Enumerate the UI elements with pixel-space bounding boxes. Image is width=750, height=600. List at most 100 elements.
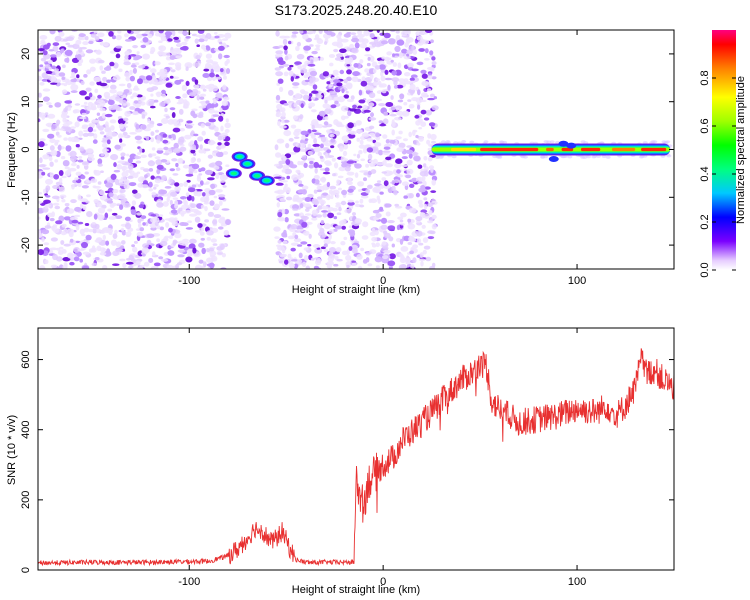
noise-speck xyxy=(82,251,90,255)
band-halo-speck xyxy=(438,155,444,159)
noise-speck xyxy=(422,39,430,45)
noise-speck xyxy=(75,39,82,45)
noise-speck xyxy=(372,68,377,74)
noise-speck xyxy=(375,213,382,218)
noise-speck xyxy=(172,173,179,176)
noise-speck xyxy=(152,233,161,237)
noise-speck xyxy=(58,170,64,176)
noise-speck xyxy=(340,105,349,112)
noise-speck xyxy=(297,189,306,194)
noise-speck xyxy=(52,202,60,206)
noise-speck xyxy=(126,82,132,89)
noise-speck xyxy=(172,30,176,37)
noise-speck xyxy=(127,163,134,170)
noise-speck xyxy=(158,214,164,218)
noise-speck xyxy=(304,79,310,83)
noise-speck xyxy=(88,248,94,253)
noise-speck xyxy=(49,217,55,222)
noise-speck xyxy=(97,163,103,167)
noise-speck xyxy=(117,133,124,139)
noise-speck xyxy=(189,92,197,97)
noise-speck xyxy=(119,143,127,147)
noise-speck xyxy=(428,75,433,80)
band-halo-speck xyxy=(642,141,648,145)
noise-speck xyxy=(199,144,203,150)
noise-speck xyxy=(197,30,205,34)
noise-speck xyxy=(369,231,376,237)
noise-speck xyxy=(408,103,415,109)
noise-speck xyxy=(390,59,394,63)
noise-speck xyxy=(380,224,388,230)
noise-speck xyxy=(357,30,363,35)
figure-title: S173.2025.248.20.40.E10 xyxy=(275,2,438,18)
noise-speck xyxy=(285,159,291,165)
noise-speck xyxy=(385,102,394,107)
noise-speck xyxy=(339,145,344,152)
noise-speck xyxy=(385,163,393,168)
noise-speck xyxy=(274,236,280,240)
band-halo-speck xyxy=(451,155,457,159)
noise-speck xyxy=(148,258,154,263)
noise-speck xyxy=(58,31,65,37)
noise-speck xyxy=(191,163,200,170)
noise-speck xyxy=(76,74,80,79)
noise-speck xyxy=(307,157,315,162)
noise-speck xyxy=(416,230,423,237)
noise-speck xyxy=(160,35,167,42)
noise-speck xyxy=(285,187,291,194)
noise-speck xyxy=(64,49,73,57)
noise-speck xyxy=(49,138,56,144)
noise-speck xyxy=(380,40,389,45)
noise-speck xyxy=(45,75,52,80)
noise-speck xyxy=(399,93,405,100)
noise-speck xyxy=(390,106,396,111)
noise-speck xyxy=(170,69,176,73)
noise-speck xyxy=(200,204,205,209)
noise-speck xyxy=(365,189,370,194)
noise-speck xyxy=(171,133,175,138)
noise-speck xyxy=(206,230,214,236)
noise-speck xyxy=(200,84,206,90)
noise-speck xyxy=(333,48,339,53)
noise-speck xyxy=(208,189,216,196)
noise-speck xyxy=(281,253,287,257)
noise-speck xyxy=(74,103,81,106)
noise-speck xyxy=(213,214,222,219)
spectrogram-x-ticks: -100 0 100 xyxy=(178,30,586,287)
noise-speck xyxy=(219,151,224,157)
noise-speck xyxy=(220,104,229,111)
noise-speck xyxy=(170,191,178,197)
band-halo-speck xyxy=(605,155,611,159)
noise-speck xyxy=(378,120,383,124)
noise-speck xyxy=(428,165,435,170)
spectrogram-x-label: Height of straight line (km) xyxy=(292,284,420,296)
noise-speck xyxy=(112,35,116,40)
noise-speck xyxy=(318,110,326,117)
noise-speck xyxy=(392,62,397,67)
band-halo-speck xyxy=(559,154,565,158)
noise-speck xyxy=(225,164,230,167)
noise-speck xyxy=(83,74,88,78)
noise-speck xyxy=(156,202,164,208)
noise-speck xyxy=(79,90,87,96)
noise-speck xyxy=(38,141,45,148)
noise-speck xyxy=(203,68,210,72)
noise-speck xyxy=(301,185,309,190)
noise-speck xyxy=(431,76,437,80)
noise-speck xyxy=(350,32,357,35)
snr-x-label: Height of straight line (km) xyxy=(292,584,420,596)
noise-speck xyxy=(119,188,126,193)
noise-speck xyxy=(344,166,351,172)
noise-speck xyxy=(154,178,162,184)
noise-speck xyxy=(183,181,188,187)
noise-speck xyxy=(346,69,352,75)
noise-speck xyxy=(178,136,185,143)
noise-speck xyxy=(88,92,93,98)
noise-speck xyxy=(136,171,141,175)
noise-speck xyxy=(368,92,376,99)
noise-speck xyxy=(215,76,222,80)
noise-speck xyxy=(142,222,146,226)
noise-speck xyxy=(320,246,326,250)
noise-speck xyxy=(284,259,289,265)
noise-speck xyxy=(221,38,229,41)
